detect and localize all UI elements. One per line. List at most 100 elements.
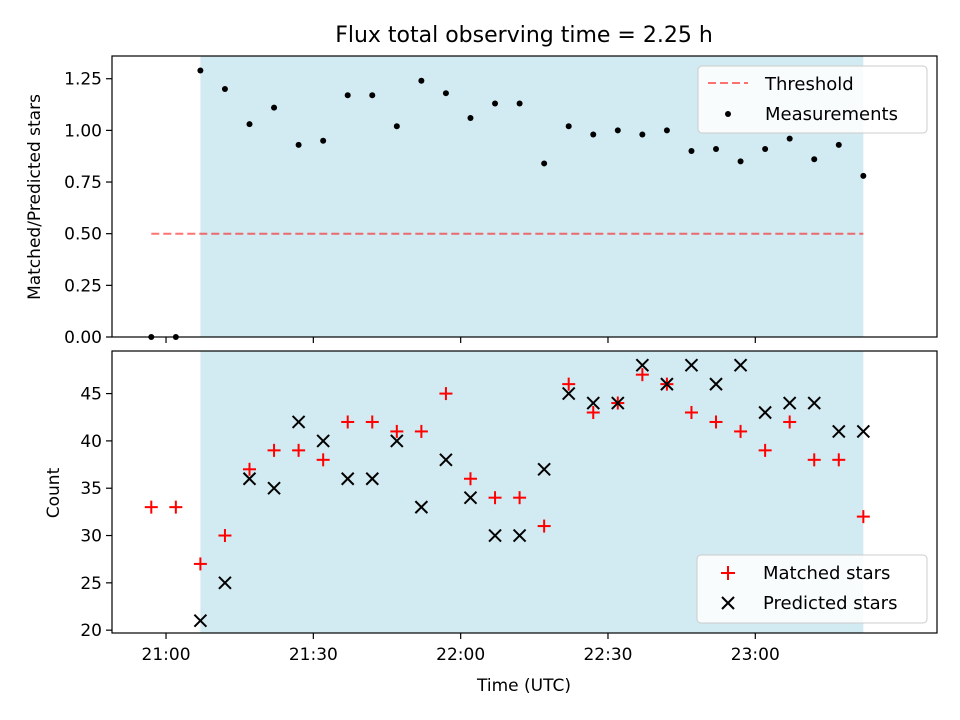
matched-star-point [488,491,502,505]
matched-star-point [709,415,723,429]
count-panel: 20 25 30 35 40 45 21:00 21:30 22:00 22:30 23:00 Co… [44,350,938,696]
x-tick-label: 22:00 [436,645,485,665]
predicted-star-mark-b [193,613,208,628]
predicted-star-point [316,434,330,448]
measurement-point [320,137,327,144]
ratio-y-tick-label: 0.25 [64,276,102,296]
predicted-star-mark-b [660,377,674,391]
predicted-star-point [758,405,772,420]
measurement-point [590,131,597,138]
predicted-star-point [586,396,600,410]
measurement-point [221,86,228,93]
predicted-star-mark-b [463,490,478,505]
matched-star-point [292,443,306,457]
predicted-star-mark-b [807,396,821,410]
predicted-star-point [291,415,306,429]
measurement-point [418,77,425,84]
predicted-star-point [782,396,797,410]
predicted-star-mark-b [635,358,650,372]
predicted-star-point [414,500,429,514]
measurements-legend-label: Measurements [765,104,898,125]
predicted-star-mark-b [611,396,625,410]
predicted-star-point [193,613,208,628]
matched-star-point [390,424,404,438]
matched-star-point [169,500,183,514]
measurement-point [663,127,670,134]
predicted-star-point [832,424,846,439]
matched-star-point [586,406,600,420]
ratio-y-tick-label: 0.00 [64,328,102,348]
predicted-star-point [512,528,527,543]
x-tick-label: 21:30 [289,645,338,665]
predicted-star-point [488,528,502,543]
measurement-point [442,90,449,97]
ratio-y-tick-label: 0.50 [64,225,102,245]
predicted-star-mark-b [218,576,232,590]
predicted-star-point [733,358,748,372]
measurement-point [271,104,278,111]
matched-star-point [537,519,551,533]
predicted-legend-label: Predicted stars [763,593,897,614]
predicted-star-mark-b [390,434,404,448]
predicted-legend-swatch [721,596,735,610]
predicted-star-point [611,396,625,410]
predicted-star-point [267,481,281,495]
predicted-star-mark-b [758,405,772,420]
predicted-star-mark-b [684,358,699,372]
matched-star-point [414,424,428,438]
predicted-star-mark-b [365,472,379,486]
measurement-point [786,135,793,142]
predicted-star-point [242,472,257,486]
count-y-tick-label: 25 [80,574,102,594]
predicted-star-mark-b [537,462,551,476]
predicted-star-mark-b [316,434,330,448]
matched-star-point [856,510,870,524]
matched-star-point [562,377,576,391]
measurement-point [541,160,548,167]
measurement-point [614,127,621,134]
measurement-point [369,92,376,99]
count-y-axis-label: Count [44,467,64,518]
matched-star-point [684,406,698,420]
predicted-star-point [635,358,650,372]
ratio-legend: Threshold Measurements [697,65,928,134]
x-tick-label: 21:00 [142,645,191,665]
predicted-star-point [463,490,478,505]
ratio-y-axis-label: Matched/Predicted stars [25,94,45,300]
matched-star-point [144,500,158,514]
count-legend: Matched stars Predicted stars [696,554,928,624]
predicted-star-mark-b [488,528,502,543]
matched-star-point [832,453,846,467]
predicted-star-mark-b [561,386,576,401]
matched-star-point [463,472,477,486]
count-y-tick-label: 20 [80,621,102,641]
matched-star-point [807,453,821,467]
predicted-star-mark-b [291,415,306,429]
matched-star-point [267,443,281,457]
matched-star-point [783,415,797,429]
count-y-tick-label: 35 [80,479,102,499]
matched-star-point [635,368,649,382]
measurement-point [246,121,253,128]
matched-star-point [243,462,256,476]
measurements-legend-swatch [725,111,731,117]
matched-legend-swatch [721,566,735,580]
x-tick-label: 23:00 [731,645,780,665]
ratio-panel: 0.00 0.25 0.50 0.75 1.00 1.25 Matched/Predict… [25,55,938,348]
matched-star-point [758,443,772,457]
matched-star-point [316,453,330,467]
predicted-star-point [537,462,551,476]
measurement-point [811,156,818,163]
matched-star-point [439,387,453,401]
measurement-point [835,141,842,148]
predicted-star-point [365,472,379,486]
ratio-y-tick-label: 1.25 [64,70,102,90]
measurement-point [762,145,769,152]
predicted-star-mark-b [414,500,429,514]
measurement-point [393,123,400,130]
measurement-point [737,158,744,165]
predicted-star-point [856,424,871,439]
predicted-star-mark-b [782,396,797,410]
x-axis-label: Time (UTC) [476,676,571,696]
